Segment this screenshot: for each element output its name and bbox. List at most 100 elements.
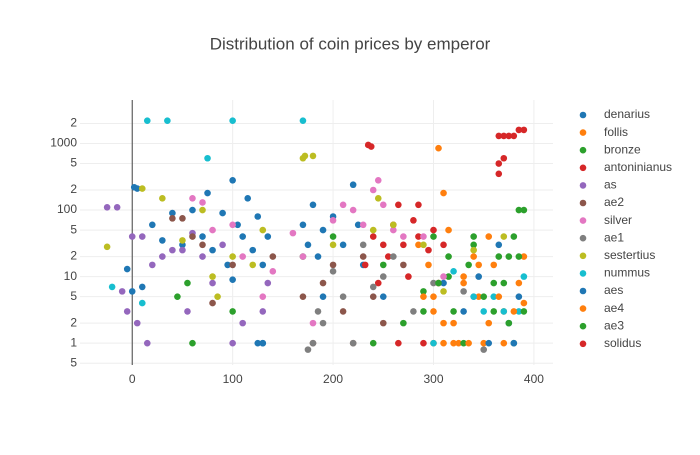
point bbox=[374, 279, 382, 287]
point bbox=[301, 152, 309, 160]
point bbox=[329, 268, 337, 275]
point bbox=[425, 246, 432, 254]
y-tick-label: 2 bbox=[70, 249, 77, 263]
point bbox=[349, 206, 357, 214]
point bbox=[450, 268, 457, 275]
point bbox=[339, 308, 347, 315]
point bbox=[415, 241, 422, 249]
point bbox=[410, 217, 417, 224]
point bbox=[209, 226, 216, 234]
point bbox=[465, 339, 472, 347]
point bbox=[490, 308, 498, 315]
point bbox=[108, 283, 116, 291]
point bbox=[430, 233, 437, 240]
point bbox=[138, 299, 146, 307]
point bbox=[128, 288, 136, 295]
y-tick-label: 5 bbox=[70, 355, 77, 369]
point bbox=[239, 233, 246, 240]
point bbox=[505, 319, 513, 327]
point bbox=[460, 339, 467, 347]
point bbox=[229, 176, 236, 184]
y-tick-label: 100 bbox=[57, 202, 77, 216]
point bbox=[420, 308, 427, 315]
legend-label: denarius bbox=[604, 107, 650, 121]
point bbox=[329, 261, 337, 269]
point bbox=[204, 189, 211, 197]
point bbox=[219, 241, 226, 249]
point bbox=[118, 288, 126, 295]
point bbox=[174, 293, 181, 300]
point bbox=[179, 215, 186, 222]
point bbox=[415, 201, 422, 209]
point bbox=[329, 217, 337, 224]
point bbox=[229, 276, 236, 283]
y-tick-label: 2 bbox=[70, 182, 77, 196]
point bbox=[199, 241, 206, 249]
point bbox=[209, 299, 216, 307]
point bbox=[199, 206, 206, 214]
point bbox=[520, 308, 528, 315]
point bbox=[199, 253, 206, 260]
point bbox=[460, 273, 467, 280]
legend-marker bbox=[579, 305, 587, 312]
point bbox=[460, 279, 467, 287]
point bbox=[490, 293, 498, 300]
point bbox=[123, 308, 131, 315]
point bbox=[159, 237, 166, 244]
y-tick-label: 5 bbox=[70, 289, 77, 303]
point bbox=[339, 241, 347, 249]
point bbox=[475, 273, 482, 280]
point bbox=[500, 233, 508, 240]
point bbox=[239, 253, 246, 260]
point bbox=[430, 293, 437, 300]
point bbox=[440, 279, 447, 287]
point bbox=[490, 261, 498, 269]
point bbox=[199, 199, 206, 206]
point bbox=[349, 339, 357, 347]
point bbox=[359, 253, 367, 260]
point bbox=[314, 308, 322, 315]
point bbox=[369, 186, 377, 194]
point bbox=[395, 201, 402, 209]
point bbox=[229, 339, 236, 347]
point bbox=[299, 253, 307, 260]
legend-label: antoninianus bbox=[604, 160, 672, 174]
point bbox=[515, 308, 523, 315]
legend-label: ae1 bbox=[604, 230, 624, 244]
point bbox=[289, 229, 297, 237]
point bbox=[169, 246, 176, 254]
point bbox=[440, 189, 447, 197]
legend-label: bronze bbox=[604, 142, 641, 156]
point bbox=[259, 308, 267, 315]
point bbox=[495, 132, 503, 140]
point bbox=[515, 126, 523, 134]
point bbox=[500, 308, 508, 315]
point bbox=[229, 261, 236, 269]
point bbox=[319, 279, 327, 287]
point bbox=[369, 233, 377, 240]
point bbox=[309, 201, 317, 209]
point bbox=[440, 339, 447, 347]
point bbox=[264, 279, 272, 287]
point bbox=[113, 203, 121, 211]
chart-title: Distribution of coin prices by emperor bbox=[210, 34, 491, 53]
point bbox=[410, 308, 417, 315]
point bbox=[480, 293, 488, 300]
point bbox=[450, 308, 457, 315]
point bbox=[184, 308, 191, 315]
point bbox=[259, 226, 267, 234]
point bbox=[470, 253, 477, 260]
point bbox=[500, 279, 508, 287]
point bbox=[304, 346, 312, 353]
point bbox=[249, 261, 257, 269]
point bbox=[495, 253, 503, 260]
legend-label: aes bbox=[604, 283, 623, 297]
point bbox=[128, 233, 136, 240]
point bbox=[209, 273, 216, 280]
point bbox=[249, 246, 257, 254]
point bbox=[470, 241, 477, 249]
point bbox=[379, 293, 387, 300]
point bbox=[224, 261, 231, 269]
legend-marker bbox=[579, 234, 587, 242]
point bbox=[510, 132, 518, 140]
